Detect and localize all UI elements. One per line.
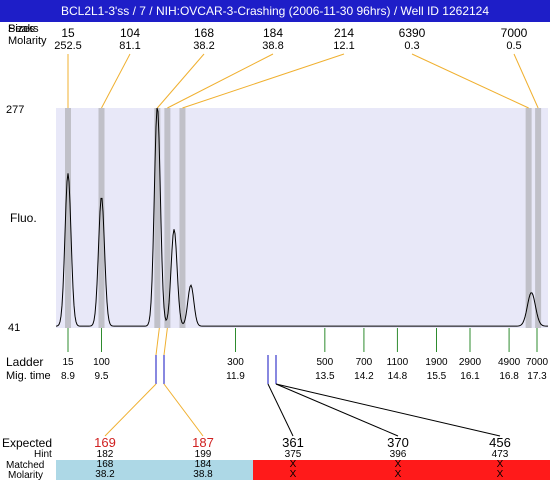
expected-connector: [104, 383, 157, 437]
peak-band: [535, 108, 542, 328]
expected-size: 370: [387, 435, 409, 450]
peak-molarity: 0.5: [506, 40, 522, 52]
ladder-migtime: 11.9: [226, 371, 245, 382]
peak-molarity: 38.8: [262, 40, 284, 52]
ladder-size: 4900: [497, 357, 521, 368]
peak-size: 168: [193, 26, 215, 40]
peak-size: 104: [119, 26, 141, 40]
peak-band: [164, 108, 171, 328]
migtime-label: Mig. time: [6, 370, 51, 382]
plot-area: [56, 108, 548, 328]
title-bar: BCL2L1-3'ss / 7 / NIH:OVCAR-3-Crashing (…: [0, 0, 550, 22]
matched-size: X: [289, 459, 297, 470]
peak-band: [65, 108, 71, 328]
ladder-migtime: 14.2: [354, 371, 374, 382]
expected-size: 187: [192, 435, 214, 450]
y-axis-label: Fluo.: [10, 211, 37, 225]
ladder-migtime: 15.5: [426, 371, 447, 382]
expected-connector: [275, 383, 501, 437]
hint-size: 396: [389, 449, 407, 460]
matched-size: X: [394, 459, 402, 470]
ladder-size: 1900: [425, 357, 448, 368]
peak-molarity: 81.1: [119, 40, 141, 52]
peak-size: 184: [262, 26, 284, 40]
expected-connector: [275, 383, 399, 437]
matched-molarity: 38.2: [95, 469, 115, 480]
peak-band: [525, 108, 532, 328]
peak-molarity: 252.5: [54, 40, 82, 52]
ladder-size: 7000: [525, 357, 549, 368]
top-molarity-label: Molarity: [8, 35, 47, 47]
matched-size: 184: [194, 459, 212, 470]
ladder-migtime: 13.5: [315, 371, 335, 382]
expected-connector: [163, 383, 204, 437]
ladder-size: 1100: [386, 357, 409, 368]
matched-molarity: X: [289, 469, 297, 480]
hint-size: 473: [491, 449, 509, 460]
peak-size: 214: [333, 26, 355, 40]
peak-connector: [156, 53, 205, 109]
ladder-migtime: 9.5: [94, 371, 109, 382]
ladder-migtime: 16.1: [460, 371, 480, 382]
matched-label: Matched: [6, 460, 45, 471]
match-connector: [163, 327, 168, 356]
matched-size: 168: [96, 459, 114, 470]
hint-size: 199: [194, 449, 212, 460]
peak-size: 15: [61, 26, 75, 40]
ladder-size: 2900: [458, 357, 482, 368]
expected-connector: [267, 383, 294, 437]
peak-connector: [182, 53, 345, 109]
y-tick-min: 41: [8, 322, 21, 334]
unmatched-band: [253, 460, 550, 480]
ladder-size: 100: [93, 357, 110, 368]
ladder-migtime: 16.8: [499, 371, 519, 382]
match-connector: [155, 327, 160, 356]
ladder-size: 300: [227, 357, 244, 368]
peaks-label: Peaks: [8, 23, 39, 35]
matched-molarity: X: [496, 469, 504, 480]
window-title: BCL2L1-3'ss / 7 / NIH:OVCAR-3-Crashing (…: [60, 4, 490, 18]
ladder-size: 700: [355, 357, 373, 368]
ladder-migtime: 14.8: [387, 371, 408, 382]
expected-label: Expected: [2, 436, 53, 450]
ladder-size: 15: [62, 357, 74, 368]
peak-molarity: 38.2: [193, 40, 215, 52]
matched-molarity: 38.8: [193, 469, 213, 480]
matched-size: X: [496, 459, 504, 470]
sizes-label: Sizes: [8, 23, 35, 35]
expected-size: 456: [489, 435, 511, 450]
expected-size: 361: [282, 435, 304, 450]
peak-connector: [513, 53, 539, 109]
peak-molarity: 12.1: [333, 40, 355, 52]
peak-connector: [167, 53, 274, 109]
matched-band: [56, 460, 253, 480]
fluorescence-trace: [55, 107, 549, 327]
peak-molarity: 0.3: [404, 40, 420, 52]
hint-size: 375: [284, 449, 302, 460]
hint-size: 182: [96, 449, 114, 460]
hint-label: Hint: [34, 449, 52, 460]
ladder-size: 500: [316, 357, 334, 368]
peak-size: 6390: [398, 26, 426, 40]
ladder-migtime: 17.3: [527, 371, 547, 382]
expected-size: 169: [94, 435, 116, 450]
peak-band: [154, 108, 161, 328]
y-tick-max: 277: [6, 104, 25, 116]
peak-connector: [411, 53, 529, 109]
bottom-molarity-label: Molarity: [8, 470, 44, 481]
peak-connector: [101, 53, 131, 109]
peak-band: [98, 108, 105, 328]
ladder-migtime: 8.9: [61, 371, 75, 382]
matched-molarity: X: [394, 469, 402, 480]
peak-band: [179, 108, 186, 328]
peak-size: 7000: [500, 26, 528, 40]
ladder-label: Ladder: [6, 355, 44, 369]
